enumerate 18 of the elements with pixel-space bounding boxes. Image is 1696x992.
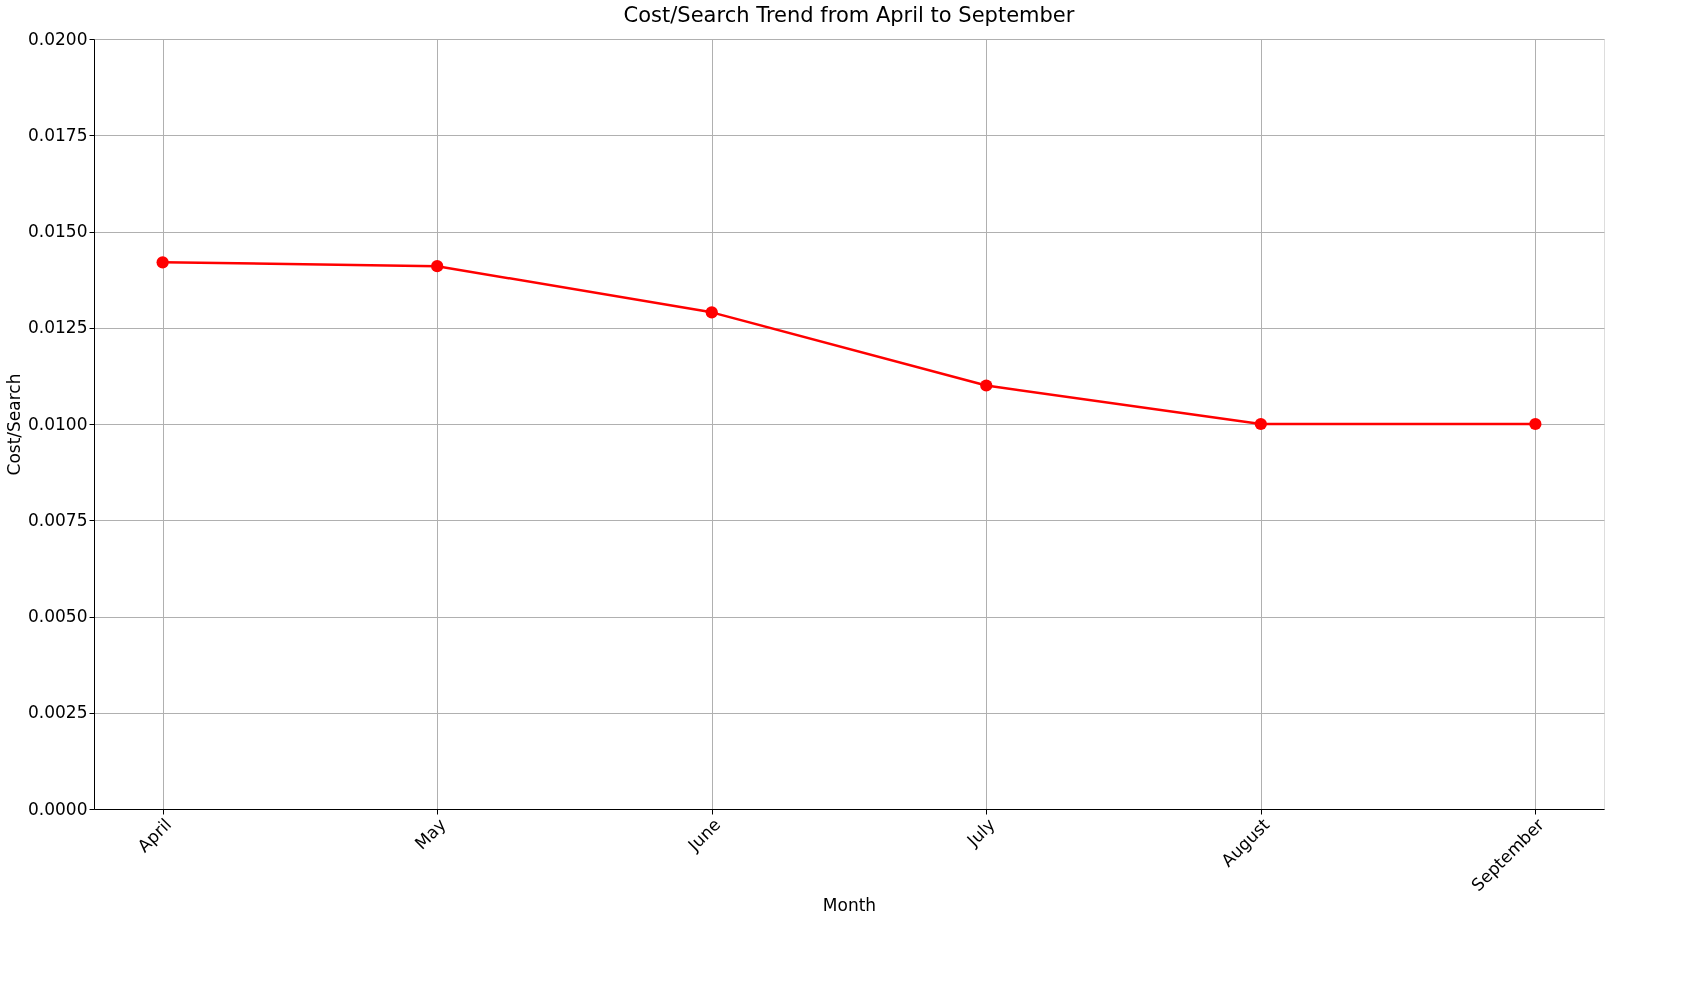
point bbox=[980, 379, 993, 392]
y-axis-title: Cost/Search bbox=[4, 373, 25, 476]
y-tick-label: 0.0025 bbox=[28, 702, 88, 723]
y-tick-label: 0.0125 bbox=[28, 317, 88, 338]
y-tick-label: 0.0200 bbox=[28, 28, 88, 49]
point bbox=[705, 306, 718, 319]
y-tick-label: 0.0150 bbox=[28, 221, 88, 241]
y-tick-label: 0.0175 bbox=[28, 124, 88, 145]
chart-title: Cost/Search Trend from April to September bbox=[623, 3, 1075, 27]
y-tick-label: 0.0100 bbox=[28, 413, 88, 434]
point bbox=[1529, 417, 1542, 431]
point bbox=[156, 256, 169, 269]
y-tick-label: 0.0000 bbox=[28, 798, 88, 819]
y-tick-label: 0.0075 bbox=[28, 509, 88, 530]
point bbox=[1254, 417, 1267, 431]
y-tick-label: 0.0050 bbox=[28, 606, 88, 626]
point bbox=[431, 260, 444, 273]
x-axis-title: Month bbox=[822, 895, 877, 916]
